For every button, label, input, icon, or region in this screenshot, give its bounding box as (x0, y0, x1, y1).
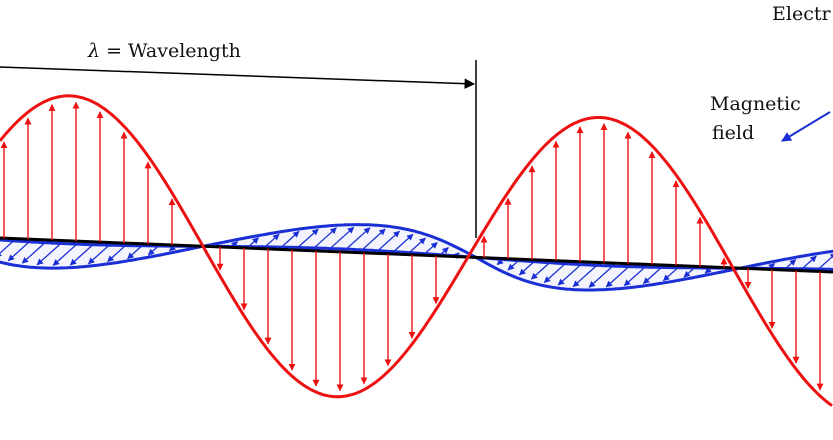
magnetic-field-vector (87, 242, 113, 265)
magnetic-field-vector (783, 259, 797, 271)
magnetic-field-vector (7, 238, 33, 262)
magnetic-field-vector (623, 263, 649, 287)
propagation-axis (0, 236, 833, 274)
magnetic-field-wave (0, 223, 833, 292)
magnetic-field-vector (127, 243, 145, 260)
magnetic-field-vector (294, 228, 319, 251)
magnetic-field-vector (52, 240, 81, 266)
magnetic-field-vector (507, 258, 521, 271)
magnetic-field-vector (0, 238, 17, 258)
magnetic-field-vector (326, 226, 355, 252)
magnetic-field-vector (572, 262, 601, 288)
magnetic-field-vector (422, 242, 438, 256)
magnetic-field-vector (21, 239, 49, 264)
magnetic-field-pointer-arrow (781, 111, 831, 142)
magnetic-field-vector (390, 233, 414, 255)
electric-field-wave (0, 94, 833, 407)
magnetic-field-vector (342, 227, 371, 253)
magnetic-field-vector (557, 261, 585, 286)
magnetic-field-vector (683, 265, 697, 278)
magnetic-field-vector (642, 264, 665, 285)
magnetic-field-vector (278, 230, 300, 250)
magnetic-field-vector (147, 244, 161, 256)
magnetic-field-vector (246, 237, 259, 249)
magnetic-field-vector (262, 233, 280, 250)
magnetic-field-vector (310, 227, 337, 252)
wavelength-dimension-arrow (0, 66, 476, 89)
magnetic-field-vector (358, 228, 386, 254)
magnetic-field-vector (107, 242, 129, 263)
magnetic-field-vector (799, 255, 817, 272)
magnetic-field-vector (36, 240, 65, 266)
magnetic-field-vector (69, 241, 97, 266)
magnetic-field-vector (374, 230, 400, 254)
magnetic-field-vector (588, 262, 617, 288)
electric-field-label: Electr (772, 3, 831, 25)
magnetic-field-label-line1: Magnetic (710, 93, 801, 115)
magnetic-field-vector (605, 263, 633, 288)
magnetic-field-vector (543, 260, 569, 283)
magnetic-field-label-line2: field (712, 122, 754, 144)
wavelength-label: λ = Wavelength (87, 40, 241, 62)
magnetic-field-vector (662, 265, 681, 282)
magnetic-field-loop (739, 249, 833, 271)
magnetic-field-vector (530, 260, 553, 280)
electric-field-curve (0, 94, 833, 407)
magnetic-field-vector (518, 259, 537, 276)
magnetic-field-vector (406, 237, 426, 256)
